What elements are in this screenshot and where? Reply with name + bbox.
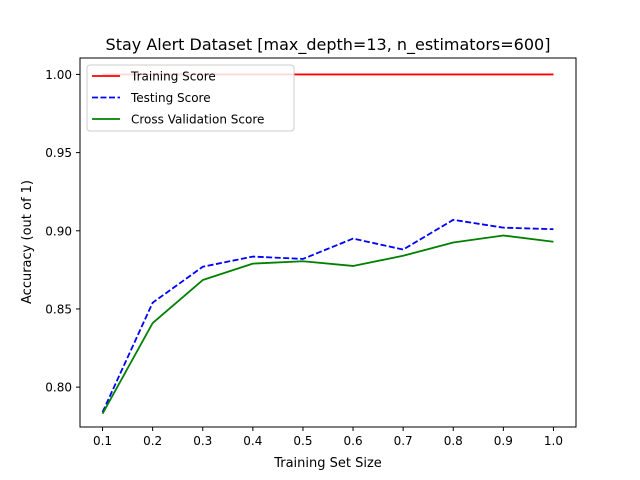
x-tick-label: 0.2 xyxy=(143,434,162,448)
y-tick-label: 0.90 xyxy=(45,224,72,238)
x-tick-label: 0.5 xyxy=(293,434,312,448)
x-tick-label: 0.4 xyxy=(243,434,262,448)
legend-label-2: Cross Validation Score xyxy=(131,113,264,127)
y-tick-label: 0.95 xyxy=(45,146,72,160)
y-tick-label: 1.00 xyxy=(45,68,72,82)
x-tick-label: 0.1 xyxy=(93,434,112,448)
chart-title: Stay Alert Dataset [max_depth=13, n_esti… xyxy=(106,35,551,55)
y-axis-label: Accuracy (out of 1) xyxy=(20,180,35,304)
x-axis-label: Training Set Size xyxy=(273,456,382,471)
series-line-1 xyxy=(101,218,554,413)
x-tick-label: 0.9 xyxy=(494,434,513,448)
axes-frame xyxy=(79,57,577,428)
y-tick-label: 0.85 xyxy=(45,302,72,316)
x-tick-label: 0.3 xyxy=(193,434,212,448)
series-line-2 xyxy=(101,234,554,415)
plot-area: 0.1 0.2 0.3 0.4 0.5 0.6 0.7 0.8 0.9 1.0 0.80 0.85 0.… xyxy=(45,57,577,448)
x-tick-label: 0.6 xyxy=(344,434,363,448)
legend-label-1: Testing Score xyxy=(130,91,211,105)
x-tick-label: 0.7 xyxy=(394,434,413,448)
y-tick-label: 0.80 xyxy=(45,381,72,395)
legend-box xyxy=(86,64,295,132)
x-tick-label: 0.8 xyxy=(444,434,463,448)
x-tick-label: 1.0 xyxy=(544,434,563,448)
legend-label-0: Training Score xyxy=(130,70,216,84)
